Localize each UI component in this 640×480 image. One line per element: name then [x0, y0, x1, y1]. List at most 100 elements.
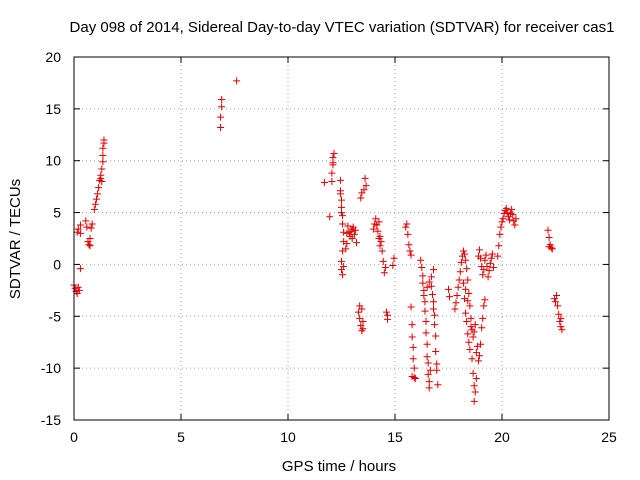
data-point — [409, 355, 417, 363]
data-point — [85, 241, 93, 249]
data-point — [379, 257, 387, 265]
data-point — [83, 223, 91, 231]
data-point — [338, 257, 345, 265]
data-point — [511, 221, 519, 229]
x-tick-label: 5 — [177, 429, 185, 445]
data-point — [74, 283, 82, 291]
data-point — [86, 235, 94, 242]
data-point — [498, 218, 506, 226]
data-point — [464, 330, 472, 338]
data-point — [481, 296, 489, 304]
data-point — [470, 382, 478, 390]
y-tick-label: -5 — [49, 308, 62, 324]
data-point — [355, 308, 363, 316]
data-point — [472, 375, 480, 383]
data-point — [505, 216, 513, 224]
data-point — [350, 230, 358, 238]
data-point — [375, 218, 383, 226]
data-point — [358, 305, 366, 313]
data-point — [500, 210, 508, 218]
data-point — [348, 235, 356, 242]
y-axis-tick-labels: -15 -10 -5 0 5 10 15 20 — [41, 49, 61, 428]
data-point — [476, 246, 484, 254]
data-point — [454, 283, 462, 291]
data-point — [376, 242, 384, 250]
data-point — [340, 263, 348, 271]
data-point — [374, 227, 382, 235]
data-point — [73, 228, 81, 236]
data-point — [467, 314, 475, 322]
axis-ticks — [73, 56, 610, 421]
data-point — [360, 186, 368, 194]
data-point — [88, 220, 96, 228]
data-point — [423, 340, 431, 348]
data-point — [467, 323, 475, 331]
data-point — [481, 256, 489, 264]
data-point — [372, 215, 380, 223]
data-point — [446, 293, 454, 301]
data-point — [375, 235, 383, 242]
data-point — [465, 338, 473, 346]
chart-title: Day 098 of 2014, Sidereal Day-to-day VTE… — [70, 19, 615, 36]
y-tick-label: 0 — [53, 256, 61, 272]
data-point — [97, 174, 105, 182]
data-point — [361, 174, 369, 182]
data-point — [461, 250, 469, 258]
data-point — [342, 245, 350, 253]
data-point — [87, 224, 95, 232]
data-point — [95, 184, 103, 192]
data-point — [433, 366, 441, 374]
data-point — [480, 302, 488, 310]
data-point — [338, 196, 345, 204]
data-point — [470, 328, 478, 336]
data-point — [457, 258, 465, 266]
data-point — [344, 222, 352, 230]
y-tick-label: 10 — [45, 153, 61, 169]
data-point — [486, 259, 494, 267]
y-axis-label: SDTVAR / TECUs — [7, 179, 24, 299]
x-tick-label: 25 — [601, 429, 617, 445]
y-tick-label: 5 — [53, 205, 61, 221]
data-point — [432, 332, 440, 340]
data-point — [468, 355, 476, 363]
data-point — [381, 264, 389, 272]
data-point — [336, 176, 344, 184]
data-point — [339, 220, 347, 228]
data-point — [351, 226, 359, 234]
data-point — [459, 279, 467, 287]
data-point — [348, 225, 356, 233]
data-point — [338, 209, 345, 217]
data-point — [476, 352, 484, 360]
data-point — [356, 314, 364, 322]
data-point — [422, 317, 430, 325]
x-tick-label: 0 — [70, 429, 78, 445]
data-point — [98, 165, 106, 173]
data-point — [483, 263, 491, 271]
x-tick-label: 20 — [494, 429, 510, 445]
data-point — [545, 233, 553, 241]
data-point — [326, 213, 334, 221]
data-point — [495, 242, 503, 250]
data-point — [76, 221, 84, 229]
data-point — [86, 242, 94, 250]
data-point — [403, 220, 411, 228]
data-point — [496, 230, 504, 238]
data-point — [423, 353, 431, 361]
data-point — [462, 256, 470, 264]
data-point — [352, 239, 360, 247]
data-point — [480, 266, 488, 274]
data-point — [419, 279, 427, 287]
data-point — [407, 303, 415, 311]
data-point — [423, 283, 431, 291]
data-point — [554, 302, 562, 310]
data-point — [217, 124, 225, 132]
x-tick-label: 15 — [387, 429, 403, 445]
data-point — [558, 326, 566, 334]
data-point — [425, 384, 433, 392]
data-point — [99, 144, 107, 152]
data-point — [466, 302, 474, 310]
data-point — [503, 209, 511, 217]
data-point — [497, 223, 505, 231]
y-tick-label: 20 — [45, 49, 61, 65]
data-point — [470, 397, 478, 405]
